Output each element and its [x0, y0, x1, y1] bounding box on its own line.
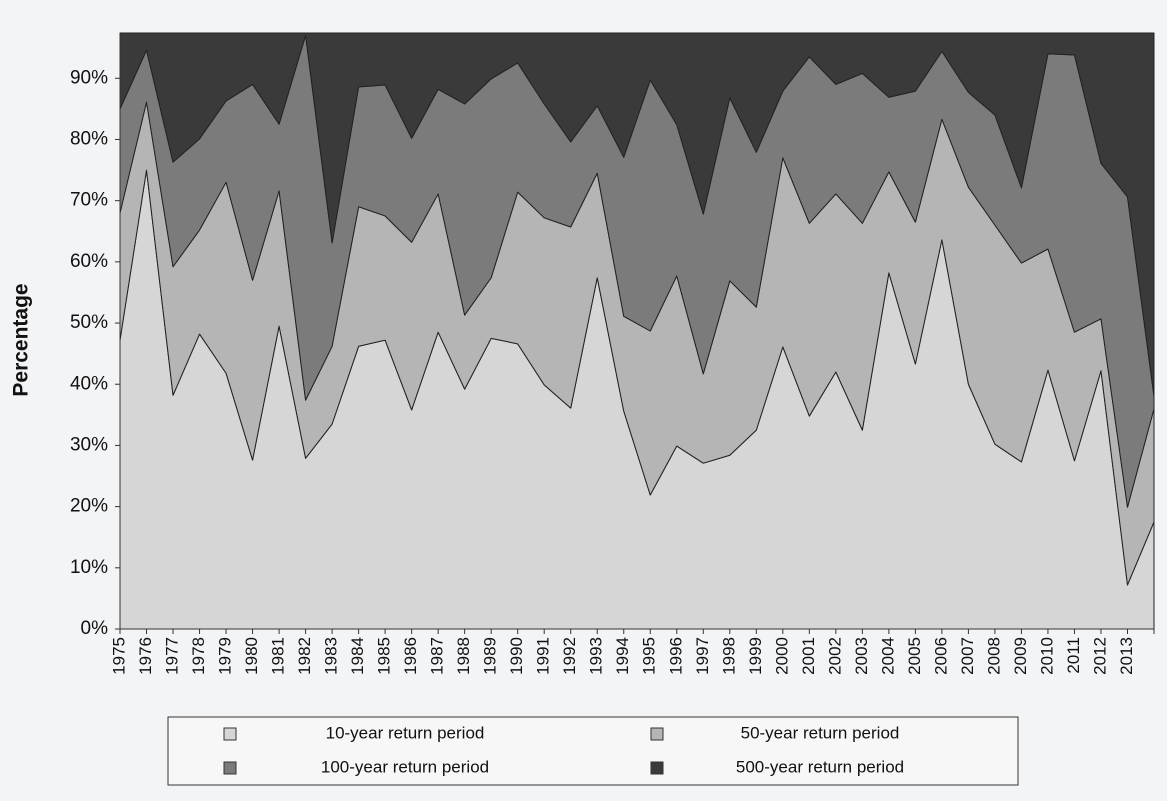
x-tick-label: 1990	[507, 637, 526, 675]
x-tick-label: 1984	[348, 637, 367, 675]
x-tick-label: 1994	[613, 637, 632, 675]
x-tick-label: 1989	[481, 637, 500, 675]
x-tick-label: 1982	[295, 637, 314, 675]
x-tick-label: 1997	[693, 637, 712, 675]
legend-marker	[223, 727, 237, 741]
y-tick-label: 70%	[70, 190, 108, 211]
legend-marker	[650, 761, 664, 775]
y-tick-label: 50%	[70, 312, 108, 333]
x-tick-label: 1977	[163, 637, 182, 675]
y-tick-label: 40%	[70, 373, 108, 394]
x-tick-label: 2007	[958, 637, 977, 675]
x-tick-label: 2002	[825, 637, 844, 675]
x-tick-label: 2009	[1011, 637, 1030, 675]
x-tick-label: 2004	[878, 637, 897, 675]
x-tick-label: 1996	[666, 637, 685, 675]
y-axis-label: Percentage	[10, 283, 33, 396]
x-tick-label: 1976	[136, 637, 155, 675]
x-tick-label: 2008	[984, 637, 1003, 675]
x-tick-label: 2003	[852, 637, 871, 675]
x-tick-label: 2013	[1117, 637, 1136, 675]
legend-marker	[223, 761, 237, 775]
x-tick-label: 2000	[772, 637, 791, 675]
y-tick-label: 20%	[70, 496, 108, 517]
x-tick-label: 1975	[109, 637, 128, 675]
x-tick-label: 1995	[640, 637, 659, 675]
x-tick-label: 1986	[401, 637, 420, 675]
x-tick-label: 1993	[587, 637, 606, 675]
y-tick-label: 0%	[81, 618, 109, 639]
x-tick-label: 2006	[931, 637, 950, 675]
x-tick-label: 1981	[269, 637, 288, 675]
x-tick-label: 2001	[799, 637, 818, 675]
x-tick-label: 1998	[719, 637, 738, 675]
legend-label: 50-year return period	[741, 723, 900, 742]
x-tick-label: 2010	[1037, 637, 1056, 675]
y-tick-label: 90%	[70, 67, 108, 88]
x-tick-label: 1978	[189, 637, 208, 675]
x-tick-label: 1979	[216, 637, 235, 675]
x-tick-label: 1987	[428, 637, 447, 675]
y-tick-label: 60%	[70, 251, 108, 272]
x-tick-label: 1999	[746, 637, 765, 675]
x-tick-label: 1988	[454, 637, 473, 675]
x-tick-label: 1991	[534, 637, 553, 675]
legend-label: 100-year return period	[321, 757, 489, 776]
x-tick-label: 2005	[905, 637, 924, 675]
x-tick-label: 1983	[322, 637, 341, 675]
y-tick-label: 30%	[70, 434, 108, 455]
legend-label: 10-year return period	[326, 723, 485, 742]
y-tick-label: 80%	[70, 128, 108, 149]
legend-box	[167, 716, 1019, 786]
x-tick-label: 1985	[375, 637, 394, 675]
x-tick-label: 1980	[242, 637, 261, 675]
x-tick-label: 1992	[560, 637, 579, 675]
y-tick-label: 10%	[70, 557, 108, 578]
legend-label: 500-year return period	[736, 757, 904, 776]
x-tick-label: 2011	[1064, 637, 1083, 674]
legend-marker	[650, 727, 664, 741]
area	[119, 32, 1155, 397]
x-tick-label: 2012	[1090, 637, 1109, 675]
